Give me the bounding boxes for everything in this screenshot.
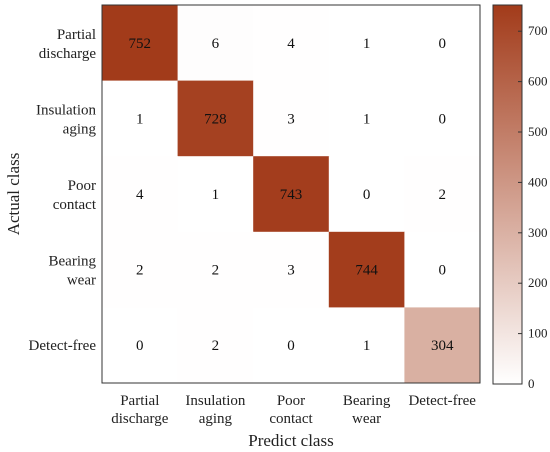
matrix-cell-r3-c3 (328, 231, 405, 308)
matrix-cell-value: 1 (363, 36, 371, 52)
matrix-cell-value: 752 (129, 36, 152, 52)
y-tick-label: Partial discharge (39, 27, 97, 62)
matrix-cell-value: 3 (287, 263, 295, 279)
matrix-cell-value: 743 (280, 187, 303, 203)
matrix-cell-r0-c0 (102, 5, 179, 82)
matrix-cell-r1-c1 (177, 80, 254, 157)
colorbar-tick-label: 100 (528, 326, 548, 341)
colorbar-tick-label: 300 (528, 225, 548, 240)
matrix-cell-r3-c1 (177, 231, 254, 308)
matrix-cell-value: 0 (287, 338, 295, 354)
matrix-cells: 752 6 4 1 0 1 728 3 1 0 4 1 743 0 2 2 2 3 744 0 0 2 0 1 304 (102, 5, 481, 384)
matrix-cell-r4-c0 (102, 307, 179, 384)
matrix-cell-value: 6 (212, 36, 220, 52)
matrix-cell-r1-c4 (404, 80, 481, 157)
colorbar-tick-label: 200 (528, 275, 548, 290)
matrix-cell-r3-c4 (404, 231, 481, 308)
x-tick-label: Insulation aging (185, 393, 245, 427)
matrix-cell-value: 744 (355, 263, 378, 279)
colorbar-tick-label: 400 (528, 174, 548, 189)
matrix-cell-value: 728 (204, 111, 227, 127)
matrix-cell-value: 2 (136, 263, 144, 279)
colorbar-tick-label: 600 (528, 74, 548, 89)
x-tick-label: Bearing wear (343, 393, 391, 427)
y-tick-label: Bearing wear (49, 254, 97, 289)
colorbar-tick-label: 700 (528, 23, 548, 38)
matrix-cell-value: 2 (212, 338, 220, 354)
matrix-cell-r4-c3 (328, 307, 405, 384)
matrix-cell-r0-c3 (328, 5, 405, 82)
matrix-cell-value: 2 (438, 187, 446, 203)
matrix-cell-value: 2 (212, 263, 220, 279)
y-tick-label: Detect-free (29, 338, 97, 354)
matrix-cell-value: 0 (363, 187, 371, 203)
plot-frame (101, 4, 481, 384)
colorbar-tick-label: 500 (528, 124, 548, 139)
colorbar (492, 4, 523, 385)
y-tick-label: Insulation aging (36, 102, 96, 137)
matrix-cell-r3-c2 (253, 231, 330, 308)
x-tick-label: Poor contact (269, 393, 313, 427)
y-axis-title: Actual class (4, 153, 23, 236)
matrix-cell-r1-c3 (328, 80, 405, 157)
matrix-cell-r1-c2 (253, 80, 330, 157)
x-axis-title: Predict class (248, 431, 333, 450)
x-tick-label: Partial discharge (111, 393, 169, 427)
matrix-cell-r2-c4 (404, 156, 481, 233)
matrix-cell-value: 1 (363, 111, 371, 127)
matrix-cell-value: 0 (438, 111, 446, 127)
matrix-cell-r2-c2 (253, 156, 330, 233)
matrix-cell-value: 4 (287, 36, 295, 52)
matrix-cell-r0-c1 (177, 5, 254, 82)
matrix-cell-value: 0 (438, 36, 446, 52)
matrix-cell-r4-c2 (253, 307, 330, 384)
matrix-cell-r3-c0 (102, 231, 179, 308)
y-tick-label: Poor contact (53, 178, 97, 213)
matrix-cell-r4-c1 (177, 307, 254, 384)
colorbar-tick-label: 0 (528, 376, 535, 391)
matrix-cell-r4-c4 (404, 307, 481, 384)
x-tick-label: Detect-free (408, 393, 476, 409)
matrix-cell-value: 4 (136, 187, 144, 203)
y-tick-labels: Partial discharge Insulation aging Poor conta… (29, 27, 97, 354)
matrix-cell-r0-c2 (253, 5, 330, 82)
matrix-cell-value: 1 (136, 111, 144, 127)
matrix-cell-r2-c3 (328, 156, 405, 233)
colorbar-ticks: 0 100 200 300 400 500 600 700 (518, 23, 548, 391)
matrix-cell-r0-c4 (404, 5, 481, 82)
x-tick-labels: Partial discharge Insulation aging Poor conta… (111, 393, 476, 427)
matrix-cell-r1-c0 (102, 80, 179, 157)
matrix-cell-r2-c0 (102, 156, 179, 233)
matrix-cell-value: 3 (287, 111, 295, 127)
matrix-cell-value: 0 (136, 338, 144, 354)
matrix-cell-value: 1 (363, 338, 371, 354)
matrix-cell-value: 1 (212, 187, 220, 203)
matrix-cell-value: 304 (431, 338, 454, 354)
matrix-cell-value: 0 (438, 263, 446, 279)
matrix-cell-r2-c1 (177, 156, 254, 233)
